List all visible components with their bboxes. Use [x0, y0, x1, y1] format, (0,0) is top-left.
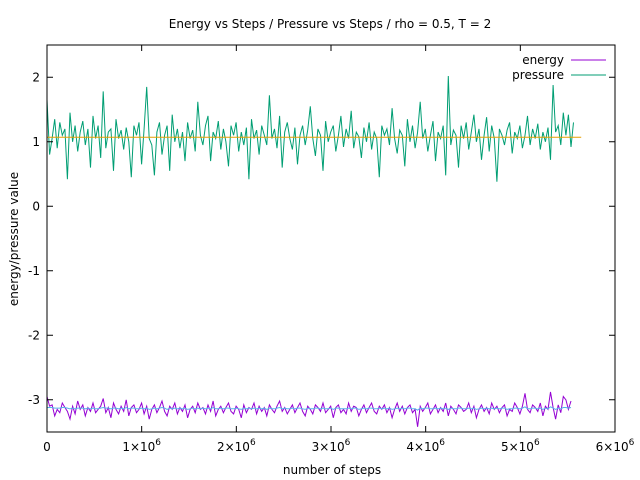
x-tick-label: 6×106 — [596, 438, 635, 454]
y-axis-label: energy/pressure value — [7, 172, 21, 306]
legend-label-energy: energy — [522, 53, 564, 67]
x-tick-label: 4×106 — [406, 438, 445, 454]
series-pressure-line — [46, 75, 574, 182]
plot-lines — [46, 75, 582, 427]
y-tick-label: -3 — [28, 393, 40, 407]
y-tick-label: 1 — [32, 135, 40, 149]
y-tick-label: 0 — [32, 199, 40, 213]
y-tick-label: -1 — [28, 264, 40, 278]
series-energy-line — [46, 391, 572, 427]
x-axis-label: number of steps — [283, 463, 381, 477]
x-axis: 0 1×106 2×106 3×106 4×106 5×106 6×106 — [43, 45, 635, 454]
x-tick-label: 5×106 — [501, 438, 540, 454]
y-axis: 2 1 0 -1 -2 -3 — [28, 70, 615, 407]
series-1-line — [47, 406, 572, 411]
y-tick-label: 2 — [32, 70, 40, 84]
y-tick-label: -2 — [28, 328, 40, 342]
x-tick-label: 0 — [43, 440, 51, 454]
legend-label-pressure: pressure — [512, 68, 564, 82]
chart-title: Energy vs Steps / Pressure vs Steps / rh… — [169, 17, 491, 31]
x-tick-label: 1×106 — [122, 438, 161, 454]
x-tick-label: 2×106 — [217, 438, 256, 454]
x-tick-label: 3×106 — [312, 438, 351, 454]
plot-frame — [46, 44, 616, 433]
